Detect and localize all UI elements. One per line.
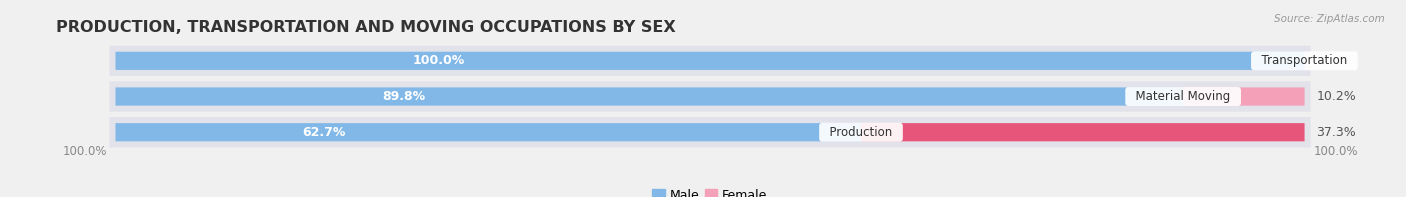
Text: 62.7%: 62.7% <box>302 126 346 139</box>
Text: Production: Production <box>823 126 900 139</box>
Text: 89.8%: 89.8% <box>382 90 426 103</box>
Text: Material Moving: Material Moving <box>1128 90 1239 103</box>
Legend: Male, Female: Male, Female <box>648 184 772 197</box>
Text: 10.2%: 10.2% <box>1316 90 1355 103</box>
Text: 100.0%: 100.0% <box>1313 145 1358 158</box>
FancyBboxPatch shape <box>110 46 1310 76</box>
FancyBboxPatch shape <box>115 123 860 141</box>
FancyBboxPatch shape <box>110 117 1310 147</box>
Text: Source: ZipAtlas.com: Source: ZipAtlas.com <box>1274 14 1385 24</box>
Text: 100.0%: 100.0% <box>413 54 465 67</box>
FancyBboxPatch shape <box>110 81 1310 112</box>
FancyBboxPatch shape <box>115 52 1305 70</box>
Text: 100.0%: 100.0% <box>62 145 107 158</box>
FancyBboxPatch shape <box>860 123 1305 141</box>
Text: Transportation: Transportation <box>1254 54 1355 67</box>
Text: 37.3%: 37.3% <box>1316 126 1355 139</box>
Text: PRODUCTION, TRANSPORTATION AND MOVING OCCUPATIONS BY SEX: PRODUCTION, TRANSPORTATION AND MOVING OC… <box>56 20 676 35</box>
FancyBboxPatch shape <box>115 87 1184 106</box>
FancyBboxPatch shape <box>1182 87 1305 106</box>
